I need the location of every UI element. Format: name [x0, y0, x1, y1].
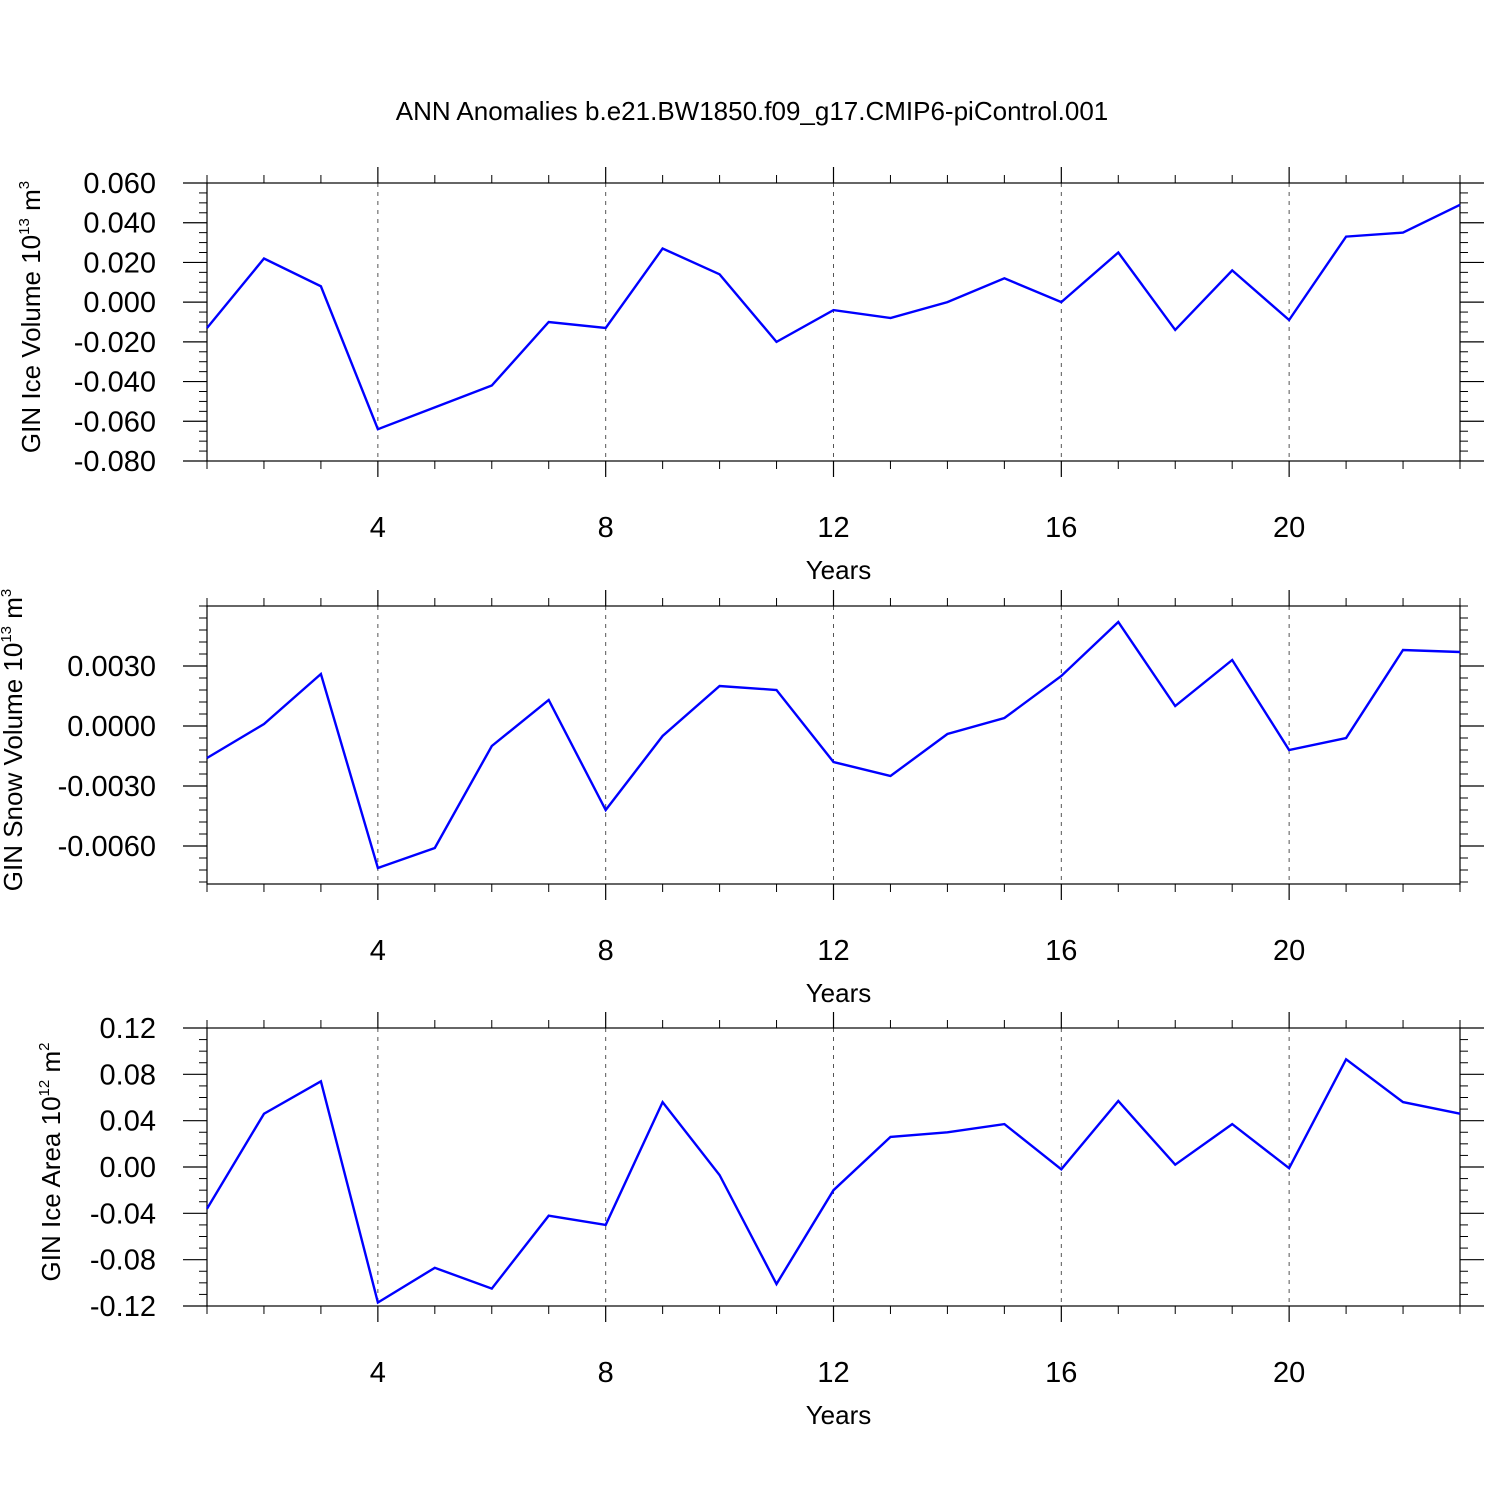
y-axis-title: GIN Snow Volume 1013 m3	[0, 589, 28, 892]
y-tick-label: 0.12	[100, 1013, 156, 1045]
y-axis-title-unit: m	[16, 189, 46, 218]
y-tick-label: 0.0000	[67, 711, 156, 743]
x-axis-title: Years	[806, 1400, 872, 1430]
y-axis-title-unit: m	[36, 1051, 66, 1080]
y-tick-label: 0.020	[83, 247, 156, 279]
x-tick-label: 16	[1045, 935, 1077, 967]
y-tick-label: -0.040	[74, 367, 156, 399]
y-axis-title-text: GIN Ice Area 10	[36, 1096, 66, 1281]
series-line	[206, 203, 1461, 431]
y-axis-title-text: GIN Snow Volume 10	[0, 643, 28, 892]
x-tick-label: 8	[598, 935, 614, 967]
x-axis-title: Years	[806, 978, 872, 1008]
y-tick-label: -0.0030	[58, 771, 156, 803]
y-axis-title-unit-exponent: 3	[0, 589, 15, 597]
x-tick-label: 12	[817, 512, 849, 544]
y-tick-label: -0.0060	[58, 831, 156, 863]
y-tick-label: -0.060	[74, 406, 156, 438]
chart-panel-2: 4 8 12 16 20 -0.0060 -0.0030 0.0000 0.0030 Years G…	[0, 589, 1484, 1008]
y-axis-title-unit-exponent: 2	[36, 1043, 53, 1051]
x-tick-label: 20	[1273, 512, 1305, 544]
y-tick-label: 0.000	[83, 287, 156, 319]
y-tick-label: 0.0030	[67, 651, 156, 683]
y-axis-title: GIN Ice Area 1012 m2	[36, 1043, 66, 1282]
y-axis-title-exponent: 13	[16, 218, 33, 235]
x-tick-label: 20	[1273, 1357, 1305, 1389]
y-tick-label: -0.04	[90, 1198, 156, 1230]
x-tick-label: 16	[1045, 1357, 1077, 1389]
x-tick-label: 20	[1273, 935, 1305, 967]
y-tick-label: -0.020	[74, 327, 156, 359]
y-axis-title: GIN Ice Volume 1013 m3	[16, 181, 46, 453]
x-tick-label: 8	[598, 512, 614, 544]
y-tick-label: -0.12	[90, 1291, 156, 1323]
y-tick-label: 0.04	[100, 1106, 156, 1138]
y-axis-title-text: GIN Ice Volume 10	[16, 235, 46, 453]
y-tick-label: 0.08	[100, 1059, 156, 1091]
x-tick-label: 4	[370, 512, 386, 544]
chart-panel-3: 4 8 12 16 20 -0.12 -0.08 -0.04 0.00 0.04 0.08 0.12 Y…	[36, 1012, 1484, 1430]
y-tick-label: 0.040	[83, 208, 156, 240]
x-tick-label: 12	[817, 1357, 849, 1389]
x-axis-title: Years	[806, 555, 872, 585]
x-tick-label: 12	[817, 935, 849, 967]
y-axis-title-exponent: 13	[0, 626, 15, 643]
x-tick-label: 4	[370, 935, 386, 967]
x-tick-label: 16	[1045, 512, 1077, 544]
y-axis-title-unit: m	[0, 597, 28, 626]
x-tick-label: 4	[370, 1357, 386, 1389]
chart-panel-1: 4 8 12 16 20 -0.080 -0.060 -0.040 -0.020 0.000 0.0…	[16, 167, 1484, 585]
chart-title: ANN Anomalies b.e21.BW1850.f09_g17.CMIP6…	[396, 96, 1109, 126]
y-tick-label: 0.060	[83, 168, 156, 200]
series-line	[205, 1057, 1461, 1305]
y-axis-title-unit-exponent: 3	[16, 181, 33, 189]
y-tick-label: -0.08	[90, 1245, 156, 1277]
x-tick-label: 8	[598, 1357, 614, 1389]
y-tick-label: 0.00	[100, 1152, 156, 1184]
y-tick-label: -0.080	[74, 446, 156, 478]
y-axis-title-exponent: 12	[36, 1080, 53, 1097]
